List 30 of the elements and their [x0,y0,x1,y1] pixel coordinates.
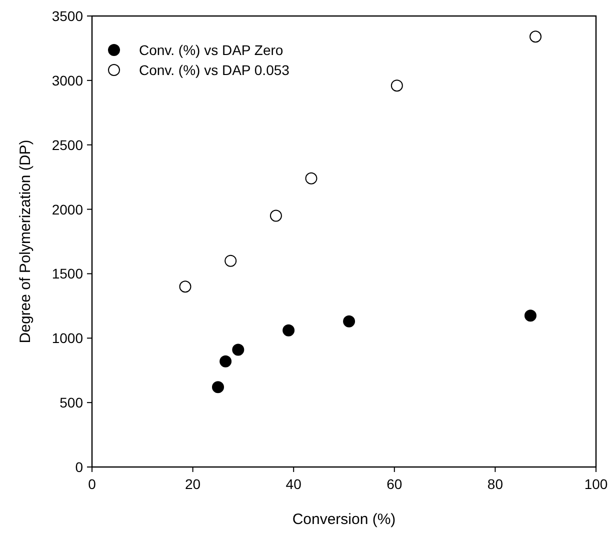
point [305,172,318,184]
point [524,310,536,322]
y-tick-label: 2500 [52,136,84,153]
y-tick-label: 1500 [52,266,84,282]
point [179,280,192,293]
y-tick-label: 3500 [52,8,84,24]
x-tick-label: 100 [584,476,608,492]
y-tick-label: 3000 [52,72,84,88]
point [282,324,295,336]
x-tick-label: 0 [88,476,96,492]
point [224,254,237,267]
y-tick-label: 0 [75,459,84,475]
x-tick-label: 80 [487,476,504,492]
point [343,315,356,328]
point [270,210,282,222]
point [220,355,232,368]
y-tick-label: 1000 [52,330,84,346]
point [212,381,224,394]
x-axis-title: Conversion (%) [292,511,396,528]
y-tick-label: 2000 [52,201,84,218]
point [530,30,542,43]
y-tick-label: 500 [60,394,84,411]
x-tick-label: 40 [286,476,302,492]
point [390,80,403,92]
y-axis-title: Degree of Polymerization (DP) [17,140,34,344]
point [232,344,244,356]
x-tick-label: 60 [386,476,402,492]
legend-label: Conv. (%) vs DAP 0.053 [139,62,290,78]
x-tick-label: 20 [185,476,201,492]
legend-label: Conv. (%) vs DAP Zero [139,42,284,58]
